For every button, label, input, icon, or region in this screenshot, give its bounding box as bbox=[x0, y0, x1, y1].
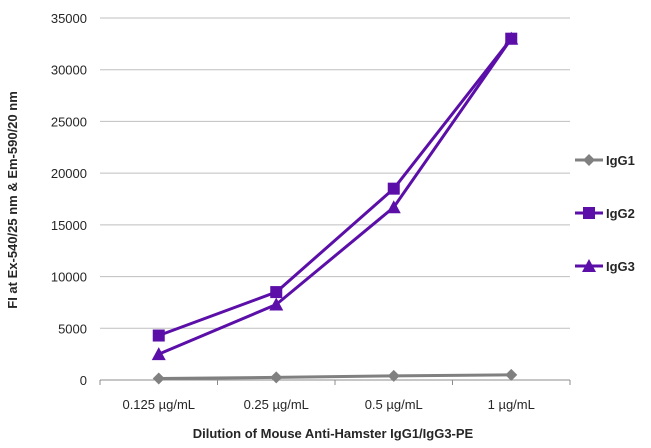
data-point bbox=[270, 286, 283, 299]
data-point bbox=[269, 297, 284, 311]
legend-marker bbox=[582, 259, 596, 272]
y-axis-title: FI at Ex-540/25 nm & Em-590/20 nm bbox=[5, 91, 20, 308]
y-tick-label: 10000 bbox=[51, 270, 87, 285]
gridlines bbox=[100, 17, 570, 329]
legend-label: IgG2 bbox=[606, 206, 635, 221]
data-point bbox=[151, 347, 166, 361]
data-point bbox=[386, 200, 401, 214]
series-lines bbox=[151, 31, 519, 385]
legend-marker bbox=[583, 207, 595, 219]
data-point bbox=[152, 329, 165, 342]
x-tick-labels: 0.125 µg/mL 0.25 µg/mL 0.5 µg/mL 1 µg/mL bbox=[122, 397, 534, 412]
legend-marker bbox=[583, 154, 595, 166]
y-tick-labels: 0 5000 10000 15000 20000 25000 30000 35000 bbox=[51, 11, 87, 388]
legend-item: IgG2 bbox=[575, 206, 635, 221]
series-igg2 bbox=[152, 32, 518, 342]
y-tick-label: 20000 bbox=[51, 166, 87, 181]
axes bbox=[99, 379, 571, 385]
data-point bbox=[504, 31, 519, 45]
data-point bbox=[387, 182, 400, 195]
legend-label: IgG3 bbox=[606, 259, 635, 274]
legend-label: IgG1 bbox=[606, 153, 635, 168]
y-tick-label: 35000 bbox=[51, 11, 87, 26]
series-igg1 bbox=[152, 368, 518, 385]
series-line bbox=[158, 37, 513, 337]
data-point bbox=[505, 368, 518, 381]
y-tick-label: 0 bbox=[80, 373, 87, 388]
x-tick-label: 0.25 µg/mL bbox=[244, 397, 309, 412]
series-line bbox=[158, 373, 512, 380]
x-tick-label: 1 µg/mL bbox=[488, 397, 535, 412]
legend: IgG1 IgG2 IgG3 bbox=[575, 153, 635, 274]
data-point bbox=[270, 371, 283, 384]
data-point bbox=[387, 369, 400, 382]
series-igg3 bbox=[151, 31, 519, 361]
y-tick-label: 30000 bbox=[51, 63, 87, 78]
data-point bbox=[152, 372, 165, 385]
series-line bbox=[158, 37, 513, 356]
y-tick-label: 15000 bbox=[51, 218, 87, 233]
y-tick-label: 5000 bbox=[58, 321, 87, 336]
legend-item: IgG3 bbox=[575, 259, 635, 274]
legend-item: IgG1 bbox=[575, 153, 635, 168]
x-tick-label: 0.5 µg/mL bbox=[365, 397, 423, 412]
x-tick-label: 0.125 µg/mL bbox=[122, 397, 195, 412]
x-axis-title: Dilution of Mouse Anti-Hamster IgG1/IgG3… bbox=[193, 426, 474, 441]
y-tick-label: 25000 bbox=[51, 114, 87, 129]
